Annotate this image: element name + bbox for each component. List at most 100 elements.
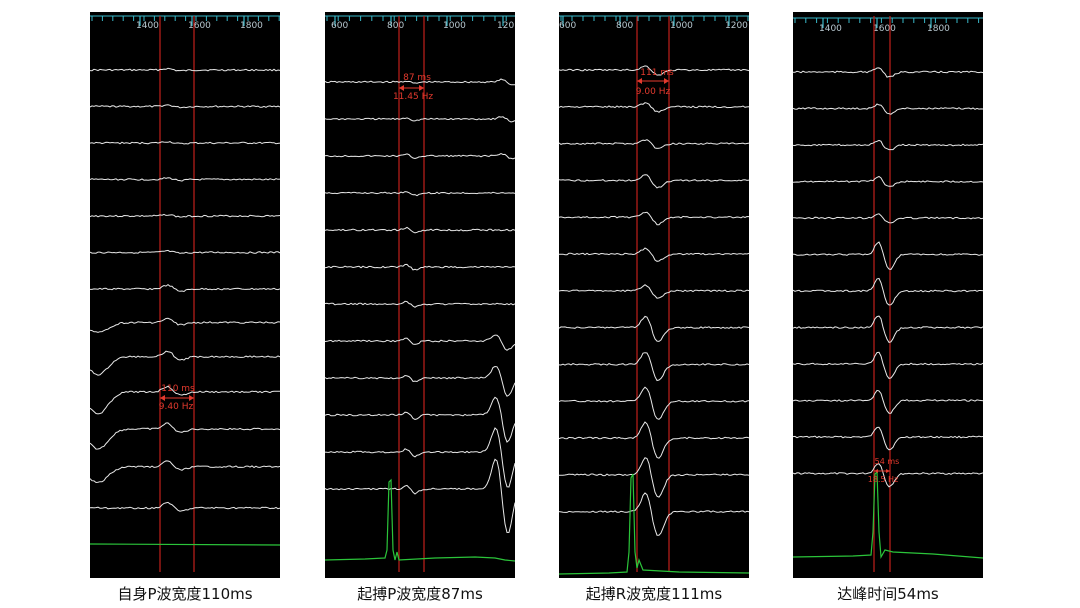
signal-trace <box>793 351 983 379</box>
panel-2-caption: 起搏P波宽度87ms <box>357 585 483 603</box>
signal-trace <box>90 67 280 72</box>
signal-trace <box>559 492 749 536</box>
panel-1-measure-arrow-left <box>160 395 165 401</box>
signal-trace <box>325 365 515 397</box>
panel-1-background <box>90 12 280 578</box>
panel-2-background <box>325 12 515 578</box>
panel-1-canvas: 1400 1600 1800 110 ms 9.40 Hz <box>90 12 280 578</box>
panel-3-tick-label-2: 1000 <box>670 21 693 31</box>
signal-trace <box>793 103 983 115</box>
signal-trace <box>793 175 983 187</box>
panel-3-canvas: 600 800 1000 1200 111 ms 9.00 Hz <box>559 12 749 578</box>
panel-3-measure-freq: 9.00 Hz <box>636 87 671 97</box>
panel-3-tick-label-3: 1200 <box>725 21 748 31</box>
signal-trace <box>793 426 983 451</box>
panel-4-ruler <box>793 17 983 28</box>
panel-3-measure-duration: 111 ms <box>640 68 674 78</box>
signal-trace <box>793 213 983 224</box>
panel-4-caption: 达峰时间54ms <box>837 585 939 603</box>
signal-trace <box>559 247 749 262</box>
panel-4-measure-freq: 18.5 Hz <box>868 475 899 484</box>
signal-trace <box>325 263 515 271</box>
signal-trace <box>325 226 515 234</box>
signal-trace <box>90 249 280 254</box>
signal-trace <box>325 458 515 534</box>
panel-3-reference-channel <box>559 473 749 575</box>
panel-2-measure-duration: 87 ms <box>403 73 431 83</box>
panel-4-reference-channel <box>793 470 983 559</box>
signal-trace <box>793 67 983 78</box>
signal-trace <box>90 213 280 218</box>
signal-trace <box>793 389 983 414</box>
panel-1-tick-label-0: 1400 <box>136 21 159 31</box>
panel-2-tick-label-3: 120 <box>497 21 514 31</box>
signal-trace <box>90 350 280 376</box>
signal-trace <box>559 421 749 459</box>
signal-trace <box>90 104 280 109</box>
panel-2-measure-arrow-left <box>399 85 404 91</box>
panel-3-caption: 起搏R波宽度111ms <box>585 585 723 603</box>
signal-trace <box>793 277 983 306</box>
panel-1-ruler <box>90 15 280 26</box>
signal-trace <box>559 284 749 299</box>
signal-trace <box>559 102 749 113</box>
signal-trace <box>793 463 983 488</box>
signal-trace <box>90 317 280 333</box>
panel-2-ruler <box>325 15 515 26</box>
panel-4-measure-arrow-left <box>874 469 878 473</box>
panel-4-measure-duration: 54 ms <box>875 457 900 466</box>
signal-trace <box>90 422 280 450</box>
panel-2-tick-label-2: 1000 <box>443 21 466 31</box>
panel-3-tick-label-0: 600 <box>559 21 576 31</box>
panel-2-reference-channel <box>325 478 515 562</box>
signal-trace <box>559 386 749 420</box>
panel-2-tick-label-1: 800 <box>387 21 404 31</box>
signal-trace <box>793 139 983 151</box>
panel-1-reference-channel <box>90 543 280 546</box>
panel-4-tick-label-0: 1400 <box>819 24 842 34</box>
signal-trace <box>325 396 515 443</box>
signal-trace <box>325 427 515 488</box>
signal-trace <box>90 501 280 512</box>
signal-trace <box>793 241 983 270</box>
signal-trace <box>559 139 749 149</box>
signal-trace <box>559 352 749 382</box>
signal-trace <box>559 65 749 76</box>
signal-trace <box>559 211 749 226</box>
panel-2-tick-label-0: 600 <box>331 21 348 31</box>
panel-1-measure-duration: 110 ms <box>161 384 195 394</box>
signal-trace <box>325 116 515 123</box>
panel-2-traces <box>325 78 515 534</box>
signal-trace <box>325 334 515 351</box>
panel-3-tick-label-1: 800 <box>616 21 633 31</box>
panel-2-canvas: 600 800 1000 120 87 ms 11.45 Hz <box>325 12 515 578</box>
panel-3-measure-arrow-left <box>637 78 642 84</box>
panel-4-traces <box>793 67 983 488</box>
panel-1-tick-label-1: 1600 <box>188 21 211 31</box>
signal-trace <box>90 177 280 182</box>
signal-trace <box>325 191 515 197</box>
panel-1-measure-arrow-right <box>189 395 194 401</box>
signal-trace <box>559 457 749 498</box>
panel-1-caption: 自身P波宽度110ms <box>117 585 253 603</box>
panel-1-tick-label-2: 1800 <box>240 21 263 31</box>
signal-trace <box>325 153 515 160</box>
signal-trace <box>90 460 280 484</box>
panel-1-traces <box>90 67 280 512</box>
signal-trace <box>559 174 749 189</box>
signal-trace <box>325 78 515 86</box>
panel-2-measure-freq: 11.45 Hz <box>393 92 433 102</box>
signal-trace <box>90 141 280 145</box>
panel-3-traces <box>559 65 749 536</box>
panel-4-tick-label-1: 1600 <box>873 24 896 34</box>
panel-4-background <box>793 12 983 578</box>
signal-trace <box>559 315 749 342</box>
signal-trace <box>325 300 515 308</box>
panel-1-measure-freq: 9.40 Hz <box>159 402 194 412</box>
signal-trace <box>90 385 280 415</box>
panel-3-measure-arrow-right <box>664 78 669 84</box>
panel-4-measure-arrow-right <box>886 469 890 473</box>
signal-trace <box>793 315 983 343</box>
panel-4-tick-label-2: 1800 <box>927 24 950 34</box>
panel-2-measure-arrow-right <box>419 85 424 91</box>
